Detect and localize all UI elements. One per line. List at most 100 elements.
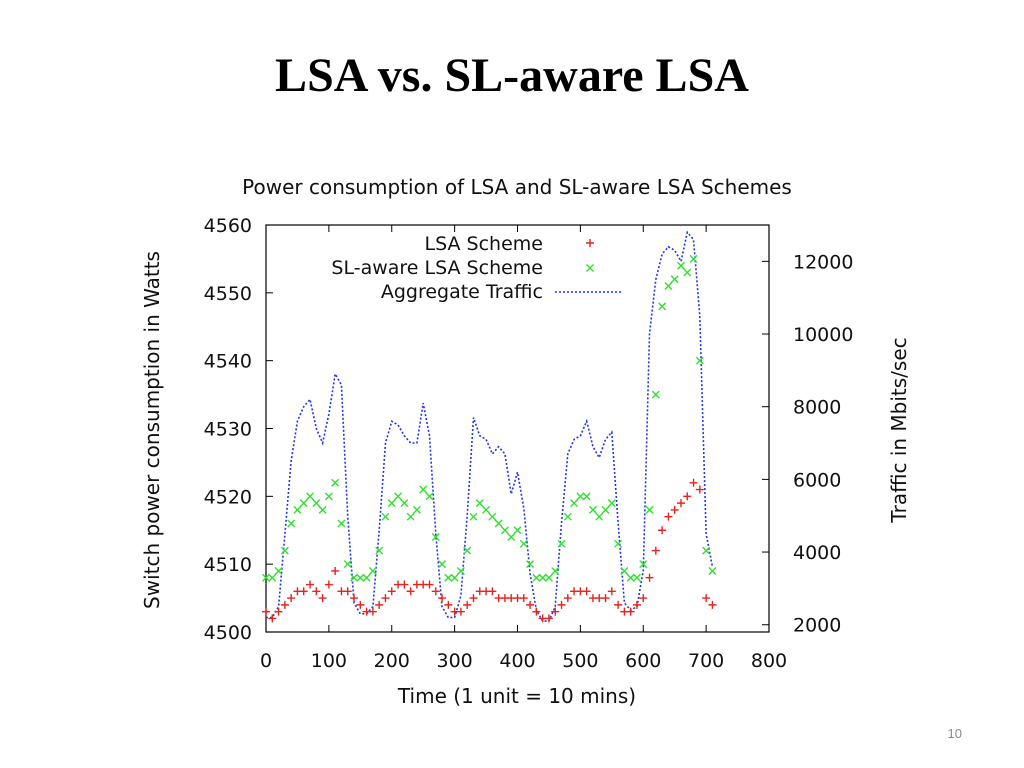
x-axis-ticks: 0 100 200 300 400 500 600 700 800 [260,225,787,672]
lsa-point [318,594,327,603]
lsa-point [268,614,277,623]
y-tick-label: 4560 [204,215,252,237]
sl-aware-point [463,546,472,555]
legend-label-sl-aware: SL-aware LSA Scheme [331,257,543,279]
x-tick-label: 700 [688,650,724,672]
sl-aware-point [306,492,315,501]
lsa-point [312,587,321,596]
sl-aware-point [658,302,667,311]
sl-aware-point [538,573,547,582]
lsa-point [601,594,610,603]
lsa-point [463,600,472,609]
sl-aware-point [601,505,610,514]
lsa-point [299,587,308,596]
sl-aware-point [331,478,340,487]
lsa-point [670,505,679,514]
sl-aware-point [456,566,465,575]
sl-aware-point [626,573,635,582]
lsa-point [375,600,384,609]
series-sl-aware-markers [262,254,717,582]
sl-aware-point [607,499,616,508]
sl-aware-point [500,526,509,535]
sl-aware-point [632,573,641,582]
lsa-point [425,580,434,589]
lsa-point [626,607,635,616]
sl-aware-point [287,519,296,528]
sl-aware-point [268,573,277,582]
sl-aware-point [544,573,553,582]
sl-aware-point [595,512,604,521]
lsa-point [664,512,673,521]
sl-aware-point [280,546,289,555]
lsa-point [331,566,340,575]
sl-aware-point [645,505,654,514]
sl-aware-point [676,261,685,270]
lsa-point [607,587,616,596]
lsa-point [702,594,711,603]
x-tick-label: 600 [625,650,661,672]
y2-tick-label: 10000 [793,324,853,346]
lsa-point [708,600,717,609]
sl-aware-point [708,566,717,575]
lsa-point [343,587,352,596]
sl-aware-point [381,512,390,521]
legend-sl-aware-symbol [586,264,594,272]
lsa-point [350,594,359,603]
lsa-point [387,587,396,596]
sl-aware-point [318,505,327,514]
y-axis-ticks: 4500 4510 4520 4530 4540 4550 4560 [204,215,273,644]
chart-title: Power consumption of LSA and SL-aware LS… [242,175,792,199]
sl-aware-point [551,566,560,575]
sl-aware-point [513,526,522,535]
sl-aware-point [475,499,484,508]
lsa-point [563,594,572,603]
sl-aware-point [356,573,365,582]
lsa-point [614,600,623,609]
y2-axis-ticks: 2000 4000 6000 8000 10000 12000 [762,251,853,637]
x-tick-label: 400 [499,650,535,672]
x-tick-label: 800 [751,650,787,672]
lsa-point [280,600,289,609]
legend-marker-lsa [586,239,594,247]
y-axis-label: Switch power consumption in Watts [140,251,164,609]
lsa-point [262,607,270,616]
legend-lsa-symbol [586,239,594,247]
sl-aware-point [576,492,585,501]
lsa-point [689,478,698,487]
sl-aware-point [375,546,384,555]
lsa-point [406,587,415,596]
sl-aware-point [639,560,648,569]
sl-aware-point [362,573,371,582]
y2-tick-label: 12000 [793,251,853,273]
lsa-point [431,587,440,596]
legend-label-traffic: Aggregate Traffic [381,281,543,303]
legend-marker-sl-aware [586,264,594,272]
sl-aware-point [337,519,346,528]
sl-aware-point [482,505,491,514]
sl-aware-point [664,282,673,291]
lsa-point [645,573,654,582]
sl-aware-point [450,573,459,582]
lsa-point [651,546,660,555]
legend-label-lsa: LSA Scheme [425,233,543,255]
x-axis-label: Time (1 unit = 10 mins) [397,684,636,708]
sl-aware-point [582,492,591,501]
y2-tick-label: 4000 [793,542,841,564]
lsa-point [444,600,453,609]
lsa-point [683,492,692,501]
lsa-point [368,607,377,616]
lsa-point [287,594,296,603]
sl-aware-point [431,533,440,542]
sl-aware-point [262,573,270,582]
series-aggregate-traffic-line [266,230,714,622]
sl-aware-point [614,539,623,548]
sl-aware-point [444,573,453,582]
x-tick-label: 200 [374,650,410,672]
sl-aware-point [557,539,566,548]
sl-aware-point [425,492,434,501]
sl-aware-point [394,492,403,501]
sl-aware-point [343,560,352,569]
sl-aware-point [526,560,535,569]
sl-aware-point [695,356,704,365]
